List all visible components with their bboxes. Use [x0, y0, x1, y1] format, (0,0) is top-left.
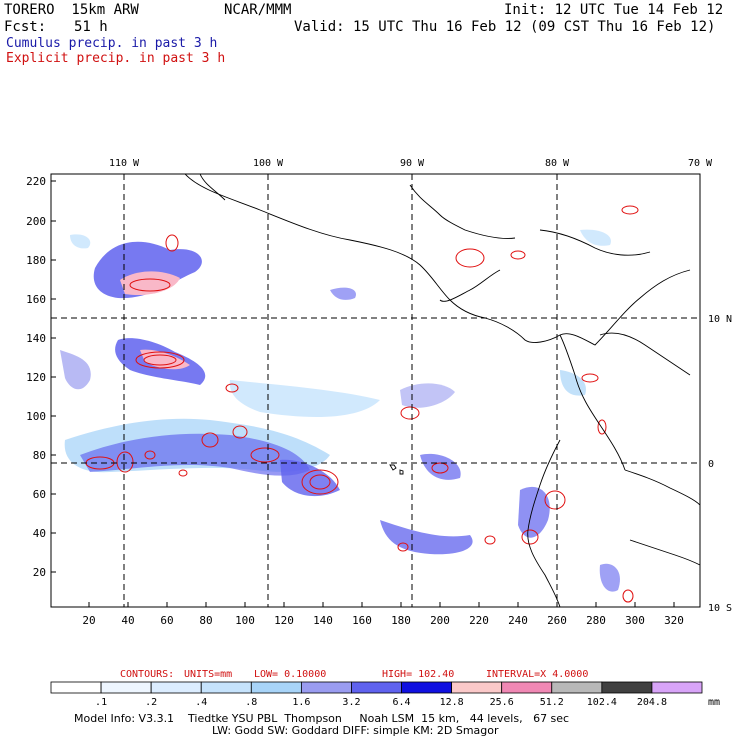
lon-label: 110 W [109, 158, 140, 169]
x-tick-label: 40 [121, 614, 134, 627]
lon-label: 70 W [688, 158, 713, 169]
fcst-value: 51 h [74, 19, 108, 35]
y-tick-label: 220 [26, 175, 46, 188]
lon-label: 100 W [253, 158, 284, 169]
colorbar-swatch [250, 681, 302, 694]
colorbar-label: 25.6 [490, 697, 514, 708]
colorbar-swatch [300, 681, 352, 694]
fcst-label: Fcst: [4, 19, 47, 35]
x-tick-label: 240 [508, 614, 528, 627]
contour-label: CONTOURS: [120, 669, 174, 680]
colorbar-swatch [551, 681, 603, 694]
colorbar-swatch [200, 681, 252, 694]
model-info-physics: LW: Godd SW: Goddard DIFF: simple KM: 2D… [212, 724, 499, 737]
colorbar-swatch [451, 681, 503, 694]
x-tick-label: 60 [160, 614, 173, 627]
colorbar-label: 204.8 [637, 697, 667, 708]
precip-patch [580, 229, 611, 246]
y-tick-label: 40 [33, 527, 46, 540]
precip-patch [380, 520, 473, 555]
colorbar-label: .1 [95, 697, 107, 708]
x-tick-label: 20 [82, 614, 95, 627]
colorbar-label: .4 [195, 697, 207, 708]
colorbar-label: 51.2 [540, 697, 564, 708]
colorbar-swatch [601, 681, 653, 694]
precip-patch [70, 234, 91, 249]
lat-label: 10 S [708, 603, 732, 614]
valid-time: Valid: 15 UTC Thu 16 Feb 12 (09 CST Thu … [294, 19, 716, 35]
x-tick-label: 120 [274, 614, 294, 627]
axis-ticks [51, 180, 675, 607]
x-tick-label: 180 [391, 614, 411, 627]
precip-patch [599, 563, 620, 592]
colorbar-label: 6.4 [393, 697, 411, 708]
x-tick-label: 200 [430, 614, 450, 627]
precip-patch [330, 287, 356, 300]
y-tick-label: 140 [26, 332, 46, 345]
colorbar-swatch [501, 681, 553, 694]
precip-patch [420, 453, 461, 480]
contour-interval: INTERVAL=X 4.0000 [486, 669, 588, 680]
x-tick-label: 100 [235, 614, 255, 627]
lon-label: 80 W [545, 158, 570, 169]
coastlines [184, 174, 700, 607]
y-tick-label: 120 [26, 371, 46, 384]
contour-low: LOW= 0.10000 [254, 669, 326, 680]
precip-patch [400, 383, 455, 408]
y-tick-label: 100 [26, 410, 46, 423]
x-tick-label: 300 [625, 614, 645, 627]
x-tick-label: 140 [313, 614, 333, 627]
contour-units: UNITS=mm [184, 669, 232, 680]
x-tick-label: 280 [586, 614, 606, 627]
precip-patch [280, 459, 340, 497]
x-tick-label: 220 [469, 614, 489, 627]
lat-label: 10 N [708, 314, 732, 325]
x-tick-label: 80 [199, 614, 212, 627]
colorbar-swatch [100, 681, 152, 694]
legend-cumulus: Cumulus precip. in past 3 h [6, 36, 218, 51]
colorbar-swatch [651, 681, 703, 694]
colorbar-label: .2 [145, 697, 157, 708]
x-tick-label: 160 [352, 614, 372, 627]
init-time: Init: 12 UTC Tue 14 Feb 12 [504, 2, 724, 18]
y-tick-label: 60 [33, 488, 46, 501]
colorbar-swatch [401, 681, 453, 694]
x-tick-label: 320 [664, 614, 684, 627]
precip-patch [518, 486, 550, 538]
precip-patch [60, 350, 91, 390]
legend-explicit: Explicit precip. in past 3 h [6, 51, 226, 66]
colorbar-unit: mm [708, 697, 720, 708]
explicit-precip-contours [85, 205, 639, 603]
lon-label: 90 W [400, 158, 425, 169]
colorbar-label: 12.8 [440, 697, 464, 708]
colorbar-label: 3.2 [342, 697, 360, 708]
lat-label: 0 [708, 459, 714, 470]
colorbar-label: .8 [245, 697, 257, 708]
colorbar-label: 102.4 [587, 697, 617, 708]
cumulus-precip-areas [60, 229, 620, 592]
precip-patch [93, 241, 202, 299]
precip-patch [229, 380, 380, 417]
colorbar-swatch [351, 681, 402, 694]
model-title: TORERO 15km ARW [4, 2, 139, 18]
precip-patch [80, 433, 310, 476]
colorbar-label: 1.6 [292, 697, 310, 708]
model-info: Model Info: V3.3.1 Tiedtke YSU PBL Thomp… [74, 712, 570, 725]
org-label: NCAR/MMM [224, 2, 292, 18]
x-tick-label: 260 [547, 614, 567, 627]
colorbar: .1 .2 .4 .8 1.6 3.2 6.4 12.8 25.6 51.2 102.4 204.8 [50, 681, 703, 708]
contour-high: HIGH= 102.40 [382, 669, 454, 680]
y-tick-label: 160 [26, 293, 46, 306]
y-tick-label: 20 [33, 566, 46, 579]
colorbar-swatch [50, 681, 102, 694]
y-tick-label: 200 [26, 215, 46, 228]
lat-lon-grid [51, 174, 700, 607]
colorbar-swatch [150, 681, 202, 694]
y-tick-label: 180 [26, 254, 46, 267]
y-tick-label: 80 [33, 449, 46, 462]
